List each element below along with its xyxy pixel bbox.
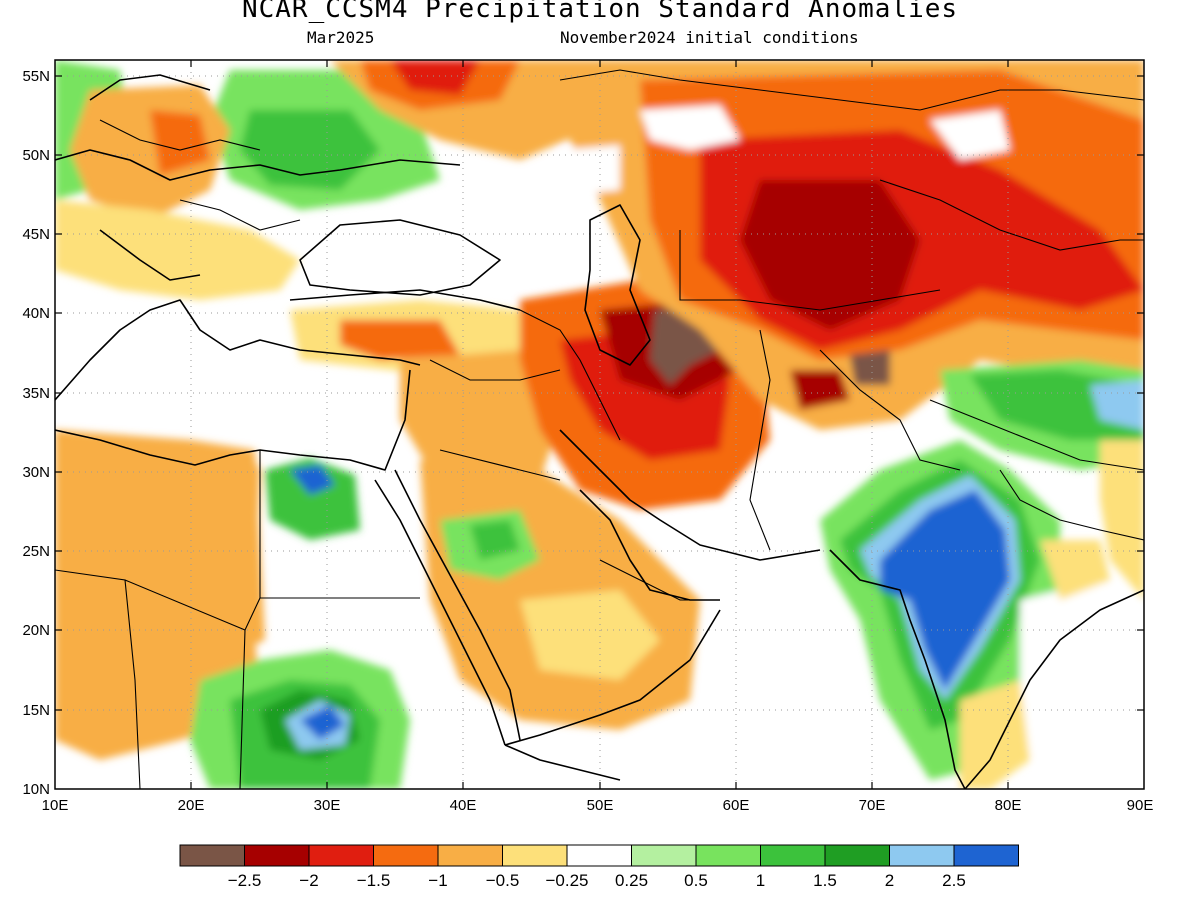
colorbar-swatch [824, 844, 890, 867]
x-tick-label: 10E [42, 797, 69, 814]
x-tick-label: 60E [723, 797, 750, 814]
colorbar-label: 0.25 [615, 871, 648, 890]
colorbar-label: 2 [885, 871, 894, 890]
x-tick-labels: 10E 20E 30E 40E 50E 60E 70E 80E 90E [42, 797, 1154, 814]
colorbar-label: −2.5 [228, 871, 262, 890]
y-tick-label: 35N [22, 385, 50, 402]
y-tick-label: 15N [22, 702, 50, 719]
colorbar-swatch [244, 844, 310, 867]
colorbar-label: 0.5 [684, 871, 708, 890]
x-tick-label: 30E [314, 797, 341, 814]
y-tick-label: 25N [22, 543, 50, 560]
y-tick-label: 20N [22, 622, 50, 639]
y-tick-label: 50N [22, 147, 50, 164]
init-conditions-label: November2024 initial conditions [560, 28, 859, 47]
y-tick-marks [55, 75, 1144, 711]
colorbar-label: −1 [428, 871, 447, 890]
colorbar-label: 1.5 [813, 871, 837, 890]
colorbar-swatch [437, 844, 503, 867]
colorbar-label: 2.5 [942, 871, 966, 890]
x-tick-label: 70E [859, 797, 886, 814]
colorbar-label: 1 [756, 871, 765, 890]
valid-month-label: Mar2025 [307, 28, 375, 47]
y-tick-label: 10N [22, 781, 50, 798]
x-tick-label: 80E [995, 797, 1022, 814]
y-tick-labels: 55N 50N 45N 40N 35N 30N 25N 20N 15N 10N [22, 68, 50, 798]
colorbar-label: −0.25 [545, 871, 588, 890]
x-tick-label: 40E [450, 797, 477, 814]
colorbar: −2.5 −2 −1.5 −1 −0.5 −0.25 0.25 0.5 1 1.5 2 2.5 [179, 844, 1019, 890]
anomaly-field [55, 60, 1144, 789]
coastlines [55, 74, 1144, 789]
colorbar-swatch [760, 844, 826, 867]
y-tick-label: 55N [22, 68, 50, 85]
colorbar-swatch [566, 844, 632, 867]
colorbar-swatch [889, 844, 955, 867]
y-tick-label: 30N [22, 464, 50, 481]
colorbar-swatch [502, 844, 568, 867]
colorbar-swatch [308, 844, 374, 867]
colorbar-swatch [179, 844, 245, 867]
colorbar-label: −0.5 [486, 871, 520, 890]
map-title: NCAR_CCSM4 Precipitation Standard Anomal… [241, 0, 959, 24]
x-tick-label: 90E [1127, 797, 1154, 814]
x-tick-marks [190, 60, 1009, 789]
colorbar-swatch [695, 844, 761, 867]
x-tick-label: 20E [178, 797, 205, 814]
colorbar-swatch [953, 844, 1019, 867]
y-tick-label: 40N [22, 305, 50, 322]
colorbar-label: −2 [299, 871, 318, 890]
x-tick-label: 50E [587, 797, 614, 814]
colorbar-label: −1.5 [357, 871, 391, 890]
colorbar-swatch [373, 844, 439, 867]
borders [55, 69, 1144, 789]
colorbar-swatch [631, 844, 697, 867]
y-tick-label: 45N [22, 226, 50, 243]
